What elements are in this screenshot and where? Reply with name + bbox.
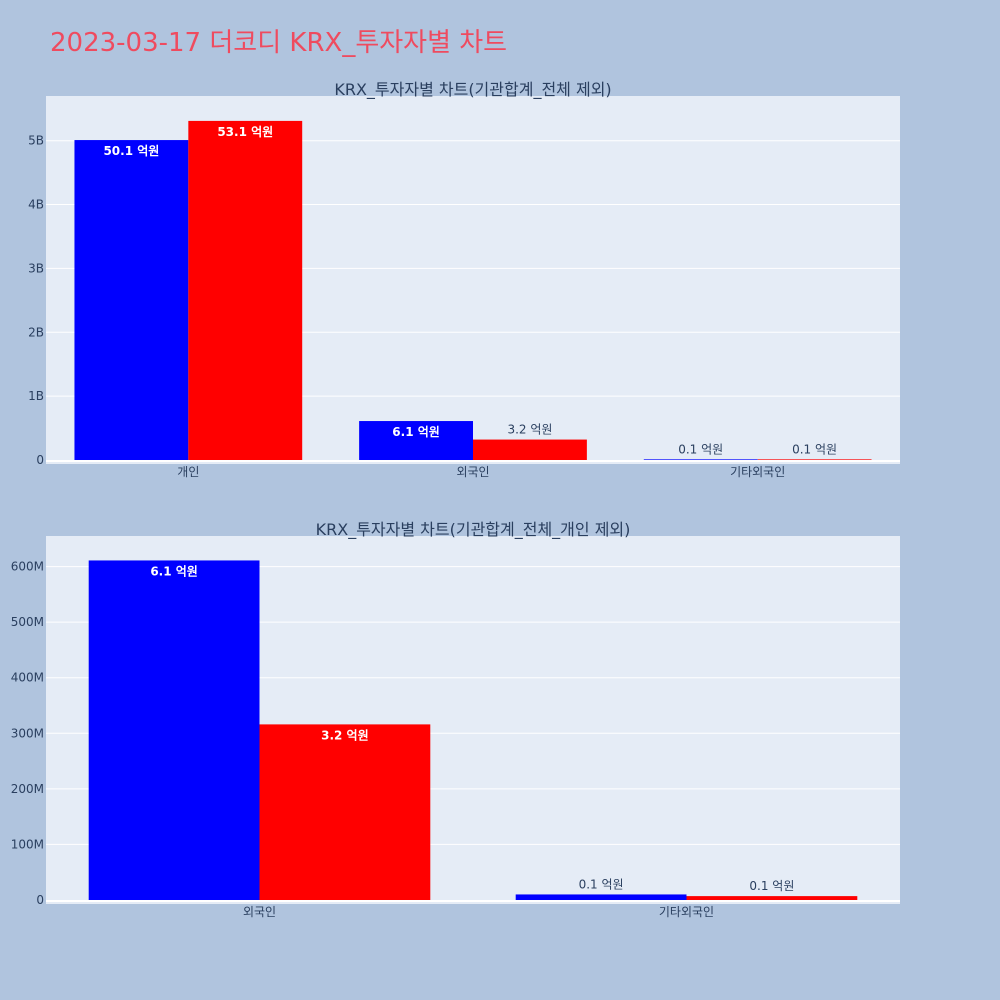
top-y-tick-label: 4B [28, 198, 44, 212]
top-data-label: 50.1 억원 [103, 144, 159, 158]
top-chart: KRX_투자자별 차트(기관합계_전체 제외) 0 1B 2B 3B 4B 5B 50.1 … [28, 80, 900, 479]
bottom-bar-기타외국인-0 [515, 894, 687, 900]
bottom-data-label: 0.1 억원 [579, 877, 624, 891]
bottom-data-label: 0.1 억원 [749, 879, 794, 893]
top-data-label: 0.1 억원 [792, 442, 837, 456]
top-y-tick-label: 2B [28, 325, 44, 339]
bottom-y-tick-label: 200M [11, 782, 44, 796]
bottom-x-tick-label: 외국인 [243, 905, 276, 919]
bottom-x-tick-label: 기타외국인 [659, 905, 714, 919]
top-data-label: 3.2 억원 [507, 423, 552, 437]
bottom-y-tick-label: 400M [11, 671, 44, 685]
top-y-tick-label: 0 [36, 453, 44, 467]
bottom-data-label: 3.2 억원 [321, 728, 369, 742]
top-data-label: 6.1 억원 [392, 425, 440, 439]
top-bar-개인-0 [74, 140, 189, 460]
bottom-chart: KRX_투자자별 차트(기관합계_전체_개인 제외) 0 100M 200M 300M… [11, 520, 900, 919]
bottom-bar-외국인-1 [259, 724, 431, 900]
top-data-label: 53.1 억원 [217, 125, 273, 139]
top-bar-외국인-0 [359, 421, 473, 460]
top-bar-외국인-1 [473, 439, 587, 460]
top-y-tick-label: 1B [28, 389, 44, 403]
bottom-chart-title: KRX_투자자별 차트(기관합계_전체_개인 제외) [316, 520, 631, 540]
top-chart-title: KRX_투자자별 차트(기관합계_전체 제외) [334, 80, 611, 100]
bottom-bar-외국인-0 [88, 560, 260, 900]
bottom-bar-기타외국인-1 [686, 896, 858, 900]
top-bar-기타외국인-1 [757, 459, 872, 460]
bottom-y-tick-label: 300M [11, 726, 44, 740]
top-x-tick-label: 개인 [177, 465, 199, 479]
top-y-tick-label: 5B [28, 134, 44, 148]
bottom-data-label: 6.1 억원 [150, 564, 198, 578]
bottom-y-tick-label: 0 [36, 893, 44, 907]
bottom-y-tick-label: 100M [11, 837, 44, 851]
bottom-y-tick-label: 600M [11, 560, 44, 574]
page-title: 2023-03-17 더코디 KRX_투자자별 차트 [50, 28, 508, 58]
bottom-y-tick-label: 500M [11, 615, 44, 629]
top-bar-개인-1 [188, 120, 303, 460]
top-x-tick-label: 외국인 [456, 465, 489, 479]
top-bar-기타외국인-0 [643, 459, 758, 460]
top-x-tick-label: 기타외국인 [730, 465, 785, 479]
top-data-label: 0.1 억원 [678, 442, 723, 456]
top-y-tick-label: 3B [28, 261, 44, 275]
